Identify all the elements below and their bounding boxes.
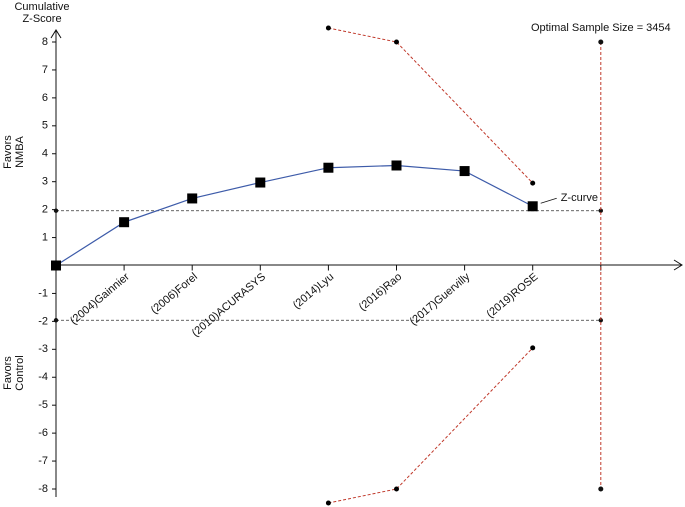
- boundary-dot: [598, 486, 604, 492]
- y-tick-label: 5: [42, 120, 48, 132]
- z-marker: [391, 160, 402, 171]
- series-label-leader: [540, 197, 557, 204]
- y-tick-label: 7: [42, 64, 48, 76]
- y-tick-label: -4: [38, 371, 48, 383]
- x-tick-label: (2016)Rao: [357, 271, 405, 314]
- z-marker: [255, 177, 266, 188]
- z-marker: [323, 162, 334, 173]
- y-tick-label: 4: [42, 148, 48, 160]
- favors-label: Favors: [2, 356, 14, 390]
- series-line: [55, 164, 533, 267]
- z-marker: [527, 201, 538, 212]
- z-marker: [51, 260, 61, 271]
- boundary-dot: [530, 180, 536, 186]
- boundary-dot: [53, 208, 59, 213]
- series-line: [328, 347, 534, 504]
- y-tick-label: -2: [38, 315, 48, 327]
- z-marker: [459, 166, 470, 177]
- y-title-line: Z-Score: [22, 13, 61, 25]
- y-tick-label: 2: [42, 204, 48, 216]
- y-tick-label: -7: [38, 455, 48, 467]
- series-label: Z-curve: [561, 192, 598, 204]
- boundary-dot: [325, 500, 331, 506]
- y-tick-label: -5: [38, 399, 48, 411]
- boundary-dot: [53, 318, 59, 323]
- y-title-line: Cumulative: [14, 1, 69, 13]
- x-tick-label: (2019)ROSE: [485, 271, 541, 321]
- favors-label: NMBA: [14, 135, 26, 167]
- x-tick-label: (2017)Guervilly: [408, 271, 473, 328]
- z-marker: [119, 217, 130, 228]
- favors-label: Favors: [2, 135, 14, 169]
- optimal-sample-size-label: Optimal Sample Size = 3454: [531, 22, 671, 34]
- x-axis-arrow: [673, 259, 683, 271]
- y-tick-label: 6: [42, 92, 48, 104]
- boundary-dot: [598, 318, 603, 323]
- boundary-dot: [394, 486, 399, 492]
- y-tick-label: -8: [38, 483, 48, 495]
- favors-label: Control: [14, 355, 26, 390]
- boundary-dot: [394, 39, 399, 45]
- boundary-dot: [325, 25, 331, 31]
- y-tick-label: 3: [42, 176, 48, 188]
- y-axis-arrow: [50, 29, 62, 39]
- x-tick-label: (2004)Gainnier: [68, 271, 132, 328]
- x-tick-label: (2006)Forel: [149, 271, 200, 317]
- y-tick-label: 1: [42, 231, 48, 243]
- y-tick-label: -3: [38, 343, 48, 355]
- z-marker: [187, 193, 198, 204]
- y-tick-label: -1: [38, 287, 48, 299]
- y-tick-label: 8: [42, 36, 48, 48]
- boundary-dot: [530, 345, 536, 351]
- x-tick-label: (2014)Lyu: [291, 271, 336, 312]
- x-tick-label: (2010)ACURASYS: [190, 271, 268, 340]
- boundary-dot: [598, 208, 603, 213]
- series-line: [328, 27, 534, 184]
- y-tick-label: -6: [38, 427, 48, 439]
- boundary-dot: [598, 39, 604, 45]
